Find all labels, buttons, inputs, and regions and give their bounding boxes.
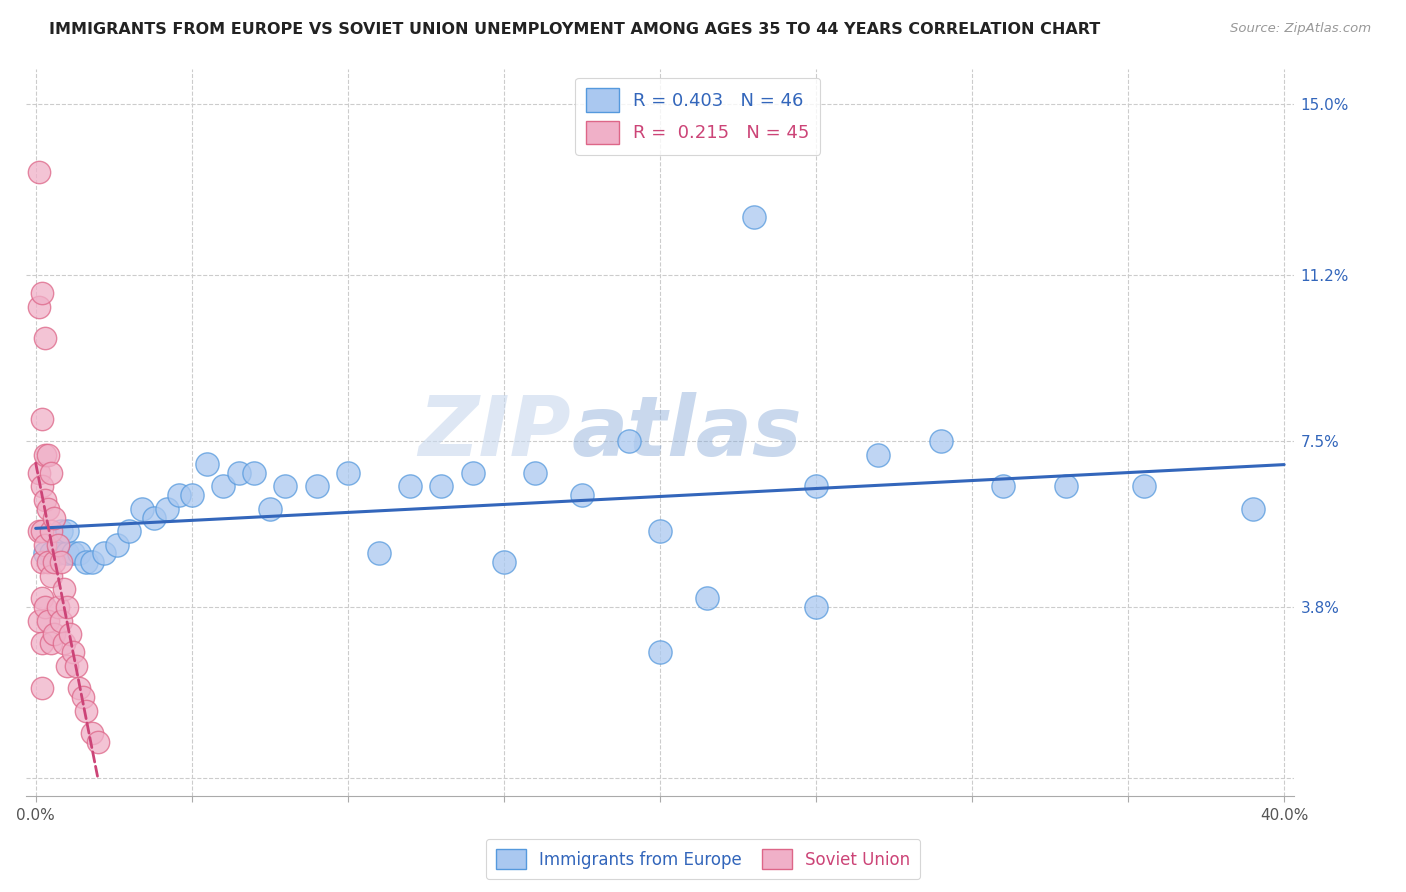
Point [648, 524, 671, 538]
Point [46, 547, 69, 561]
Point [34, 492, 56, 507]
Point [93, 547, 115, 561]
Point [28, 524, 51, 538]
Point [804, 479, 827, 493]
Point [56, 547, 79, 561]
Point [305, 479, 328, 493]
Point [336, 466, 359, 480]
Point [180, 488, 202, 502]
Point [31, 556, 53, 570]
Point [39, 466, 62, 480]
Point [804, 600, 827, 615]
Point [28, 614, 51, 628]
Point [31, 636, 53, 650]
Text: ZIP: ZIP [419, 392, 571, 473]
Point [31, 286, 53, 301]
Point [228, 466, 250, 480]
Point [461, 466, 484, 480]
Point [37, 448, 59, 462]
Point [75, 556, 97, 570]
Point [156, 501, 179, 516]
Point [259, 501, 281, 516]
Point [34, 600, 56, 615]
Point [87, 735, 110, 749]
Point [28, 466, 51, 480]
Point [39, 547, 62, 561]
Point [524, 466, 547, 480]
Point [39, 636, 62, 650]
Point [742, 210, 765, 224]
Point [72, 690, 94, 705]
Point [37, 614, 59, 628]
Point [430, 479, 453, 493]
Point [52, 636, 75, 650]
Point [80, 556, 103, 570]
Point [49, 614, 72, 628]
Point [1132, 479, 1154, 493]
Point [28, 165, 51, 179]
Point [274, 479, 297, 493]
Point [617, 434, 640, 449]
Point [37, 501, 59, 516]
Point [44, 510, 66, 524]
Point [39, 524, 62, 538]
Point [46, 600, 69, 615]
Point [571, 488, 593, 502]
Point [56, 524, 79, 538]
Point [368, 547, 391, 561]
Point [49, 556, 72, 570]
Point [59, 627, 82, 641]
Point [67, 681, 90, 696]
Point [195, 457, 218, 471]
Point [44, 627, 66, 641]
Point [929, 434, 952, 449]
Point [56, 658, 79, 673]
Point [49, 524, 72, 538]
Point [648, 645, 671, 659]
Point [31, 411, 53, 425]
Point [65, 658, 87, 673]
Point [31, 524, 53, 538]
Point [34, 547, 56, 561]
Point [52, 582, 75, 597]
Point [62, 645, 84, 659]
Point [868, 448, 890, 462]
Point [31, 681, 53, 696]
Point [243, 466, 266, 480]
Text: atlas: atlas [571, 392, 801, 473]
Point [46, 537, 69, 551]
Legend: R = 0.403   N = 46, R =  0.215   N = 45: R = 0.403 N = 46, R = 0.215 N = 45 [575, 78, 821, 154]
Text: IMMIGRANTS FROM EUROPE VS SOVIET UNION UNEMPLOYMENT AMONG AGES 35 TO 44 YEARS CO: IMMIGRANTS FROM EUROPE VS SOVIET UNION U… [49, 22, 1101, 37]
Legend: Immigrants from Europe, Soviet Union: Immigrants from Europe, Soviet Union [485, 838, 921, 880]
Point [34, 537, 56, 551]
Point [80, 726, 103, 740]
Point [37, 556, 59, 570]
Point [131, 501, 153, 516]
Point [696, 591, 718, 606]
Point [62, 547, 84, 561]
Point [34, 331, 56, 345]
Point [492, 556, 515, 570]
Point [118, 524, 141, 538]
Point [1054, 479, 1077, 493]
Text: Source: ZipAtlas.com: Source: ZipAtlas.com [1230, 22, 1371, 36]
Point [31, 591, 53, 606]
Point [993, 479, 1015, 493]
Point [399, 479, 422, 493]
Point [56, 600, 79, 615]
Point [105, 537, 128, 551]
Point [44, 556, 66, 570]
Point [143, 510, 166, 524]
Point [31, 479, 53, 493]
Point [212, 479, 235, 493]
Point [167, 488, 190, 502]
Point [67, 547, 90, 561]
Point [28, 300, 51, 314]
Point [1241, 501, 1264, 516]
Point [34, 448, 56, 462]
Point [75, 704, 97, 718]
Point [39, 569, 62, 583]
